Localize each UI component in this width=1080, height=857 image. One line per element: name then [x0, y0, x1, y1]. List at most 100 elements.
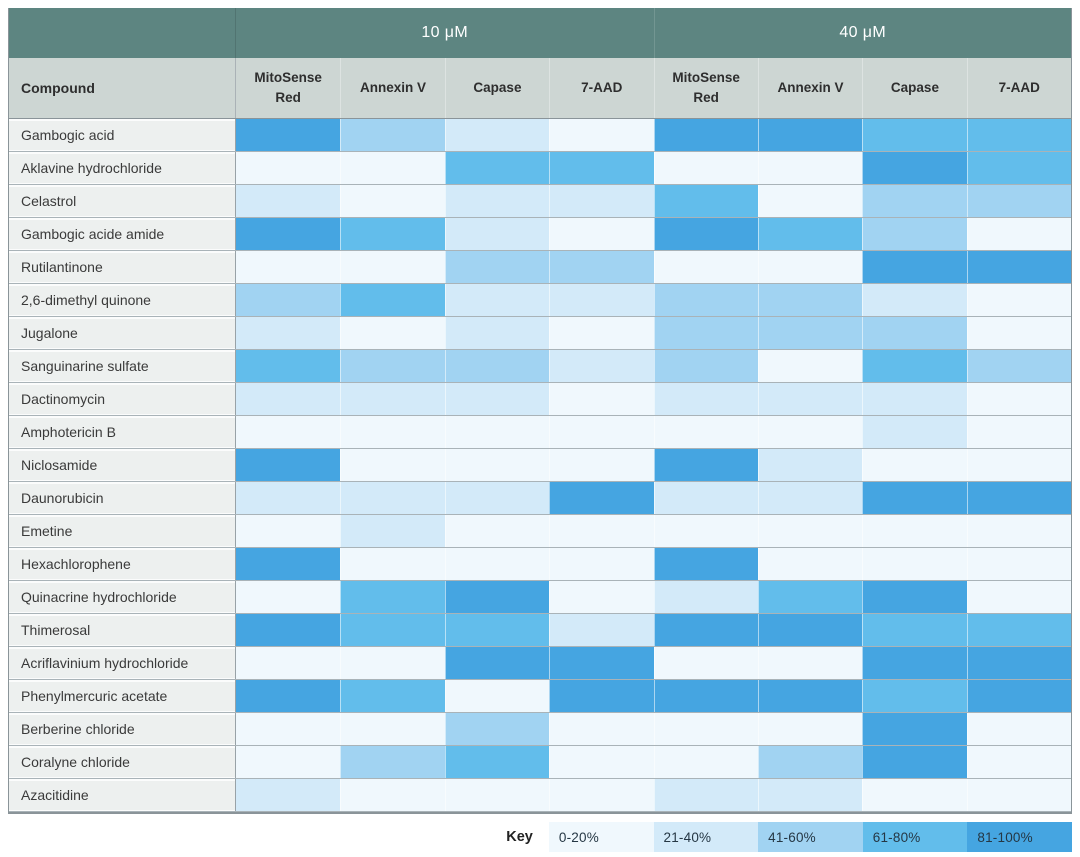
corner-cell	[9, 8, 236, 58]
heatmap-cell	[444, 614, 550, 646]
table-row: Niclosamide	[9, 449, 1071, 482]
heatmap-cell	[340, 713, 445, 745]
heatmap-cell	[549, 185, 654, 217]
table-row: Jugalone	[9, 317, 1071, 350]
table-row: Gambogic acide amide	[9, 218, 1071, 251]
heatmap-cell	[340, 416, 445, 448]
compound-name: 2,6-dimethyl quinone	[9, 284, 236, 316]
heatmap-cell	[549, 152, 654, 184]
heatmap-cell	[966, 350, 1071, 382]
heatmap-cell	[340, 383, 445, 415]
compound-name: Hexachlorophene	[9, 548, 236, 580]
heatmap-cell	[236, 383, 341, 415]
table-row: Azacitidine	[9, 779, 1071, 812]
heatmap-cell	[862, 350, 967, 382]
heatmap-cell	[862, 581, 967, 613]
key-label: Key	[506, 829, 533, 845]
heatmap-cell	[549, 218, 654, 250]
heatmap-cell	[653, 185, 758, 217]
heatmap-cell	[549, 416, 654, 448]
heatmap-cell	[236, 515, 341, 547]
heatmap-cell	[966, 152, 1071, 184]
heatmap-cell	[653, 713, 758, 745]
heatmap-cell	[653, 746, 758, 778]
heatmap-cell	[966, 647, 1071, 679]
heatmap-cell	[653, 449, 758, 481]
heatmap-cell	[444, 185, 550, 217]
heatmap-cell	[236, 482, 341, 514]
heatmap-cell	[236, 680, 341, 712]
heatmap-cell	[757, 185, 863, 217]
heatmap-cell	[966, 515, 1071, 547]
assay-header: Annexin V	[340, 58, 444, 118]
heatmap-cell	[444, 515, 550, 547]
table-row: Berberine chloride	[9, 713, 1071, 746]
assay-header: Annexin V	[757, 58, 862, 118]
group-label-40um: 40 μM	[653, 8, 1072, 58]
heatmap-cell	[340, 317, 445, 349]
heatmap-cell	[236, 218, 341, 250]
compound-name: Jugalone	[9, 317, 236, 349]
heatmap-cell	[757, 449, 863, 481]
heatmap-cell	[653, 383, 758, 415]
group-label-10um: 10 μM	[421, 24, 469, 41]
heatmap-cell	[966, 218, 1071, 250]
heatmap-cell	[549, 614, 654, 646]
table-row: Gambogic acid	[9, 119, 1071, 152]
heatmap-cell	[444, 284, 550, 316]
heatmap-cell	[549, 713, 654, 745]
heatmap-cell	[862, 383, 967, 415]
concentration-group-header: 10 μM 40 μM	[9, 8, 1071, 58]
key-swatch: 81-100%	[967, 822, 1072, 852]
heatmap-cell	[236, 614, 341, 646]
heatmap-cell	[444, 383, 550, 415]
compound-name: Dactinomycin	[9, 383, 236, 415]
heatmap-cell	[757, 350, 863, 382]
compound-name: Thimerosal	[9, 614, 236, 646]
heatmap-cell	[653, 119, 758, 151]
heatmap-cell	[757, 746, 863, 778]
heatmap-cell	[653, 515, 758, 547]
heatmap-cell	[966, 449, 1071, 481]
compound-name: Quinacrine hydrochloride	[9, 581, 236, 613]
heatmap-cell	[966, 614, 1071, 646]
heatmap-cell	[862, 119, 967, 151]
compound-column-header: Compound	[9, 58, 236, 118]
heatmap-cell	[966, 713, 1071, 745]
heatmap-cell	[653, 548, 758, 580]
heatmap-cell	[862, 185, 967, 217]
heatmap-cell	[340, 350, 445, 382]
heatmap-cell	[549, 779, 654, 811]
heatmap-body: Gambogic acid Aklavine hydrochloride Celas…	[9, 119, 1071, 812]
compound-name: Aklavine hydrochloride	[9, 152, 236, 184]
table-row: Sanguinarine sulfate	[9, 350, 1071, 383]
heatmap-cell	[340, 614, 445, 646]
heatmap-cell	[757, 119, 863, 151]
table-row: Celastrol	[9, 185, 1071, 218]
assay-header: Capase	[862, 58, 966, 118]
heatmap-cell	[862, 548, 967, 580]
heatmap-cell	[444, 482, 550, 514]
heatmap-cell	[236, 284, 341, 316]
heatmap-cell	[653, 647, 758, 679]
heatmap-cell	[444, 152, 550, 184]
heatmap-cell	[757, 779, 863, 811]
compound-name: Daunorubicin	[9, 482, 236, 514]
compound-name: Berberine chloride	[9, 713, 236, 745]
heatmap-cell	[653, 779, 758, 811]
heatmap-cell	[862, 284, 967, 316]
heatmap-cell	[444, 647, 550, 679]
heatmap-cell	[340, 548, 445, 580]
heatmap-cell	[444, 746, 550, 778]
compound-name: Rutilantinone	[9, 251, 236, 283]
heatmap-cell	[340, 251, 445, 283]
heatmap-cell	[966, 779, 1071, 811]
heatmap-cell	[862, 218, 967, 250]
heatmap-cell	[862, 614, 967, 646]
heatmap-cell	[236, 746, 341, 778]
heatmap-cell	[862, 647, 967, 679]
heatmap-cell	[966, 680, 1071, 712]
heatmap-cell	[444, 119, 550, 151]
heatmap-cell	[236, 581, 341, 613]
